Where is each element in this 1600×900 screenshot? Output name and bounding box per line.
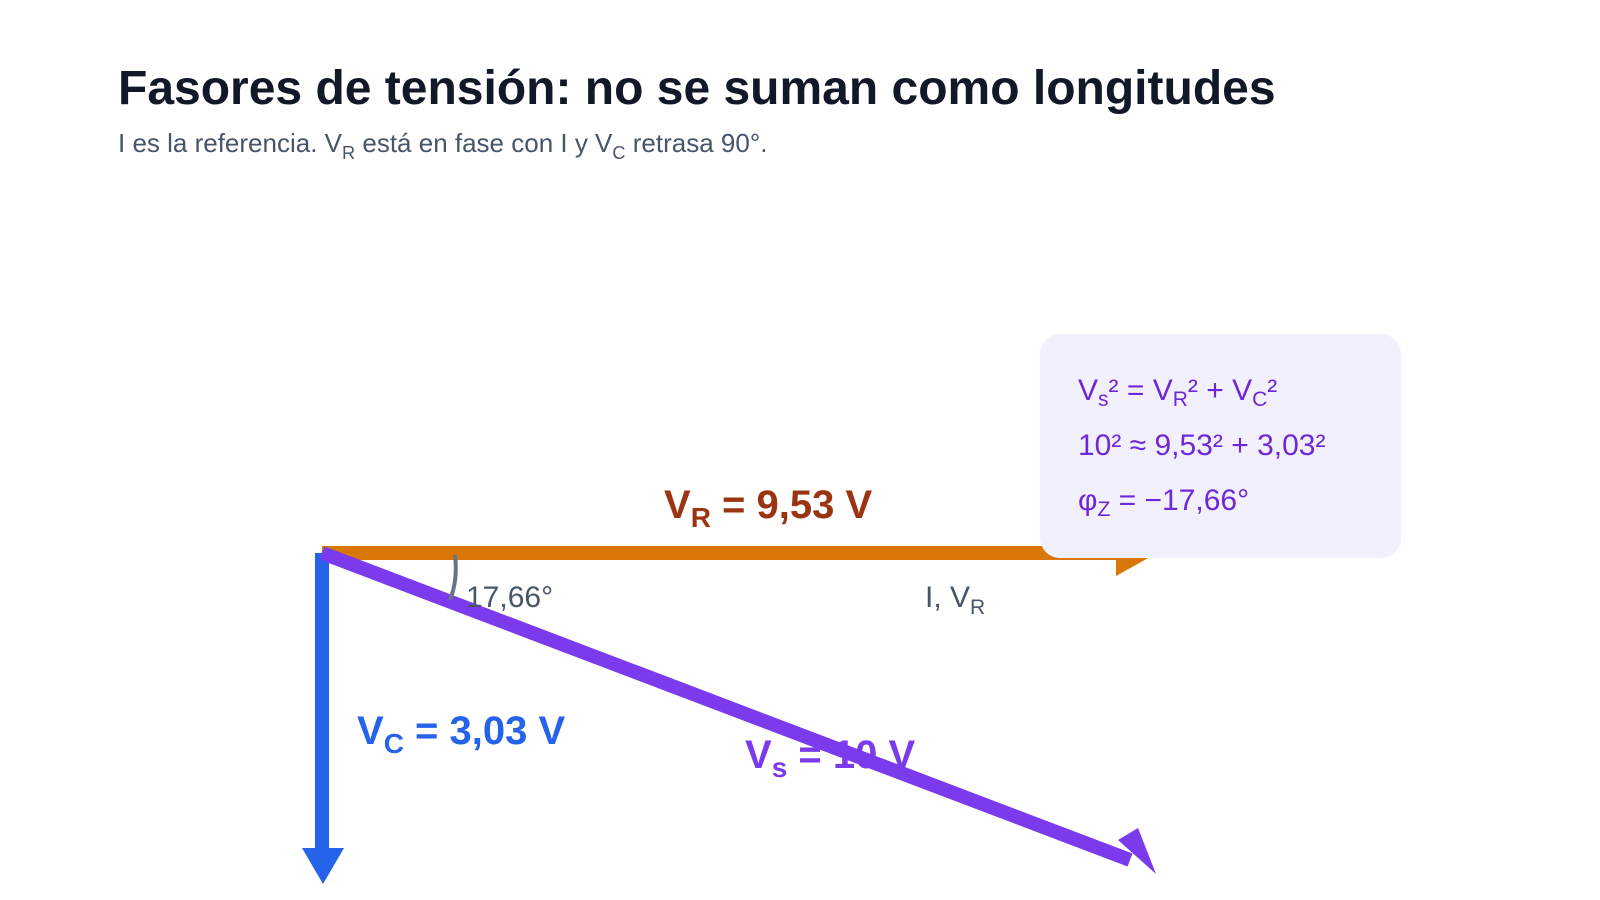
vs-arrowhead [1118,828,1156,874]
text: retrasa 90°. [626,128,768,158]
subscript: C [1252,388,1267,411]
text: ² + V [1188,374,1252,407]
text: φ [1078,484,1097,517]
text: = 3,03 V [404,709,566,753]
formula-box [1040,334,1401,558]
text: V [1078,374,1098,407]
formula-line: Vs² = VR² + VC² [1078,374,1277,411]
vc-label: VC = 3,03 V [357,709,565,759]
angle-label: 17,66° [466,581,553,614]
subscript: C [384,728,404,759]
text: V [357,709,384,753]
text: I, V [925,581,970,614]
text: 10² ≈ 9,53² + 3,03² [1078,429,1325,462]
text: ² = V [1109,374,1173,407]
vr-label: VR = 9,53 V [664,483,872,533]
text: I es la referencia. V [118,128,343,158]
subscript: C [612,143,625,163]
text: V [664,483,691,527]
subscript: R [691,502,711,533]
subscript: R [1173,388,1188,411]
text: = 9,53 V [711,483,873,527]
text: V [745,733,772,777]
text: está en fase con I y V [355,128,613,158]
subscript: R [342,143,355,163]
axis-label: I, VR [925,581,985,619]
vc-arrowhead [302,848,344,884]
subscript: Z [1097,498,1110,521]
vs-arrow [319,546,1133,867]
title: Fasores de tensión: no se suman como lon… [118,62,1276,115]
subscript: s [1098,388,1109,411]
subscript: R [970,596,985,619]
angle-arc [448,554,458,601]
formula-line: φZ = −17,66° [1078,484,1249,521]
subtitle: I es la referencia. VR está en fase con … [118,128,767,163]
subscript: s [772,752,788,783]
text: = −17,66° [1110,484,1249,517]
formula-line: 10² ≈ 9,53² + 3,03² [1078,429,1325,462]
text: ² [1267,374,1277,407]
